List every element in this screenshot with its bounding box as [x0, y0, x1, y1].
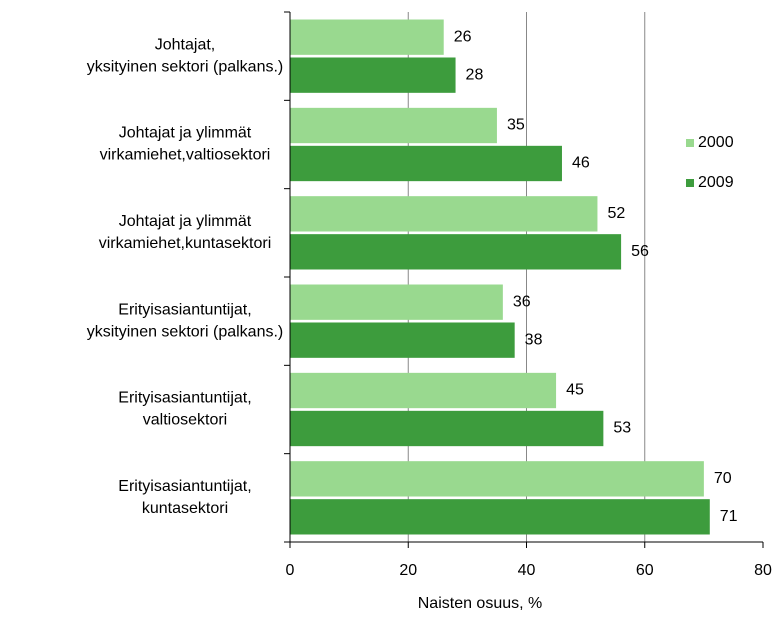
y-tick-label: Johtajat,: [155, 36, 215, 53]
x-tick-label: 60: [636, 562, 654, 579]
bar: [290, 107, 497, 144]
y-tick-label: valtiosektori: [143, 412, 227, 429]
data-label: 26: [454, 28, 472, 45]
y-tick-label: Erityisasiantuntijat,: [118, 478, 251, 495]
y-tick-label: virkamiehet,valtiosektori: [100, 147, 271, 164]
bar: [290, 57, 456, 93]
x-axis-title: Naisten osuus, %: [418, 595, 543, 612]
y-tick-label: Johtajat ja ylimmät: [119, 213, 252, 230]
x-tick-label: 80: [754, 562, 772, 579]
x-tick-label: 0: [286, 562, 295, 579]
bar: [290, 461, 704, 497]
legend-swatch: [686, 139, 694, 147]
y-tick-label: yksityinen sektori (palkans.): [87, 58, 284, 75]
bar: [290, 499, 710, 535]
y-tick-label: virkamiehet,kuntasektori: [99, 235, 272, 252]
y-tick-label: yksityinen sektori (palkans.): [87, 323, 284, 340]
data-label: 52: [607, 205, 625, 222]
y-tick-label: kuntasektori: [142, 500, 228, 517]
legend-swatch: [686, 179, 694, 187]
data-label: 70: [714, 470, 732, 487]
y-tick-label: Erityisasiantuntijat,: [118, 390, 251, 407]
legend-label: 2009: [698, 174, 734, 191]
data-label: 35: [507, 117, 525, 134]
x-tick-label: 20: [399, 562, 417, 579]
bar: [290, 410, 604, 447]
data-label: 53: [613, 420, 631, 437]
data-label: 71: [720, 508, 738, 525]
legend-label: 2000: [698, 134, 734, 151]
bar: [290, 19, 444, 55]
bar: [290, 322, 515, 358]
x-tick-label: 40: [518, 562, 536, 579]
data-label: 45: [566, 382, 584, 399]
data-label: 46: [572, 155, 590, 172]
y-tick-label: Johtajat ja ylimmät: [119, 125, 252, 142]
data-label: 38: [525, 331, 543, 348]
bar: [290, 372, 557, 409]
data-label: 56: [631, 243, 649, 260]
data-label: 36: [513, 293, 531, 310]
bar: [290, 234, 622, 270]
y-tick-label: Erityisasiantuntijat,: [118, 301, 251, 318]
bar: [290, 284, 503, 320]
bar: [290, 196, 598, 232]
data-label: 28: [466, 66, 484, 83]
bar: [290, 145, 562, 182]
